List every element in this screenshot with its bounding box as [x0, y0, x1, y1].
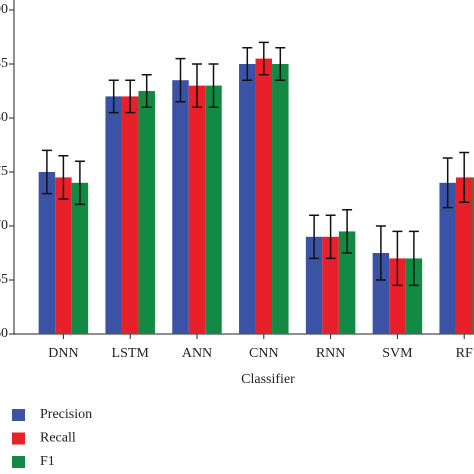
error-bar [309, 214, 320, 260]
x-tick-label: ANN [182, 346, 212, 361]
bar [239, 64, 256, 334]
bar [71, 182, 89, 334]
bar [405, 258, 423, 334]
bar [188, 85, 206, 334]
bar [38, 172, 56, 334]
error-bar [58, 155, 69, 200]
bar [338, 231, 356, 334]
legend-label: F1 [40, 454, 55, 469]
y-tick-label: 65 [0, 272, 8, 287]
x-tick-label: RF [456, 346, 473, 361]
error-bar [192, 63, 202, 108]
legend-label: Recall [40, 431, 76, 446]
error-bar [325, 214, 336, 260]
bar [138, 91, 155, 334]
bar [389, 258, 406, 334]
y-tick-label: 75 [0, 164, 8, 179]
y-tick-label: 85 [0, 56, 8, 71]
legend-label: Precision [40, 407, 92, 422]
error-bar [392, 230, 403, 287]
bar [472, 177, 474, 334]
bar [455, 177, 473, 334]
y-tick-label: 80 [0, 110, 8, 125]
legend-swatch [12, 456, 25, 468]
error-bar [375, 225, 386, 281]
error-bar [242, 47, 253, 81]
bar [172, 80, 189, 334]
bar [105, 96, 122, 335]
error-bar [275, 47, 286, 81]
error-bar [74, 160, 85, 206]
error-bar [41, 149, 52, 195]
bar [255, 58, 273, 334]
y-tick-label: 70 [0, 218, 8, 233]
error-bar [108, 79, 119, 114]
bar [55, 177, 72, 334]
x-tick-label: LSTM [112, 346, 150, 361]
bar [439, 182, 456, 334]
error-bar [125, 79, 136, 114]
bar [205, 85, 222, 334]
x-tick-label: CNN [249, 346, 279, 361]
legend-swatch [12, 432, 25, 445]
error-bar [141, 74, 152, 108]
bar [121, 96, 139, 335]
bar [272, 64, 289, 334]
bar [305, 236, 323, 334]
bar [372, 253, 390, 334]
error-bar [442, 157, 453, 209]
x-tick-label: DNN [48, 346, 78, 361]
error-bar [208, 63, 219, 108]
y-tick-label: 60 [0, 326, 8, 341]
legend-swatch [12, 409, 25, 421]
error-bar [408, 230, 419, 287]
error-bar [459, 151, 470, 203]
error-bar [342, 209, 353, 254]
error-bar [175, 57, 186, 103]
y-tick-label: 90 [0, 2, 8, 17]
error-bar [258, 41, 269, 76]
bar [322, 236, 339, 334]
x-tick-label: RNN [316, 346, 346, 361]
x-tick-label: SVM [382, 346, 413, 361]
x-axis-label: Classifier [241, 372, 295, 387]
